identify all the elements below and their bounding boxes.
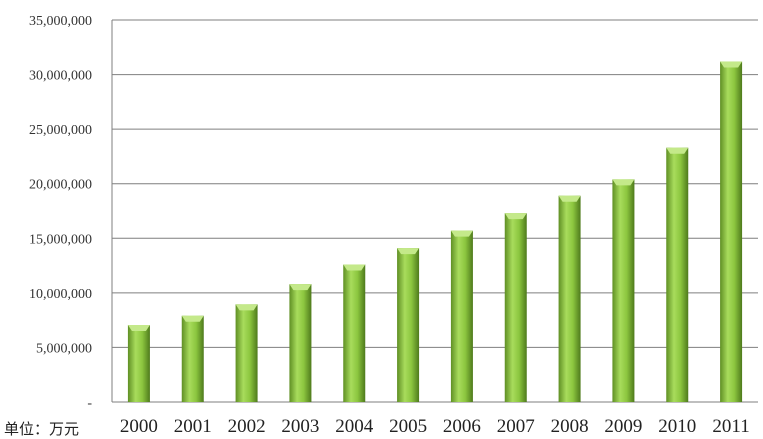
bar-2005 (397, 248, 420, 402)
bar (181, 315, 204, 402)
x-tick-label: 2009 (604, 416, 642, 437)
y-tick-label: 15,000,000 (29, 232, 92, 247)
x-tick-label: 2010 (658, 416, 696, 437)
bar-top-bevel (450, 230, 473, 237)
x-tick-label: 2000 (120, 416, 158, 437)
x-axis-ticks: 2000 2001 2002 2003 2004 2005 2006 2007 2008 2009… (120, 416, 750, 437)
x-tick-label: 2001 (174, 416, 212, 437)
bar-2006 (450, 230, 473, 402)
gridlines (111, 19, 758, 403)
y-tick-label: 25,000,000 (29, 123, 92, 138)
bar-top-bevel (558, 195, 581, 202)
bars (127, 61, 743, 403)
bar-top-bevel (181, 315, 204, 322)
bar-2003 (289, 284, 312, 402)
bar (235, 304, 258, 402)
x-tick-label: 2002 (228, 416, 266, 437)
bar-top-bevel (397, 248, 420, 255)
bar (666, 147, 689, 402)
x-tick-label: 2008 (551, 416, 589, 437)
bar-top-bevel (235, 304, 258, 311)
bar-2004 (343, 264, 366, 402)
bar-2008 (558, 195, 581, 402)
bar-top-bevel (666, 147, 689, 154)
bar-2010 (666, 147, 689, 402)
bar-top-bevel (343, 264, 366, 271)
bar-2007 (504, 213, 527, 402)
bar (612, 179, 635, 402)
x-tick-label: 2007 (497, 416, 535, 437)
y-axis-ticks: - 5,000,000 10,000,000 15,000,000 20,000,000… (29, 14, 92, 411)
bar-2000 (127, 325, 150, 402)
bar-top-bevel (289, 284, 312, 291)
bar (289, 284, 312, 402)
bar (450, 230, 473, 402)
bar-top-bevel (127, 325, 150, 332)
y-tick-label: 20,000,000 (29, 178, 92, 193)
bar (720, 61, 743, 403)
x-tick-label: 2005 (389, 416, 427, 437)
x-tick-label: 2006 (443, 416, 481, 437)
bar (127, 325, 150, 402)
unit-label: 单位：万元 (4, 420, 79, 438)
bar-top-bevel (612, 179, 635, 186)
bar-top-bevel (504, 213, 527, 220)
bar (504, 213, 527, 402)
bar (397, 248, 420, 402)
bar-2001 (181, 315, 204, 402)
bar (343, 264, 366, 402)
y-tick-label: 10,000,000 (29, 287, 92, 302)
y-tick-label: - (87, 396, 92, 411)
y-tick-label: 30,000,000 (29, 69, 92, 84)
bar-2002 (235, 304, 258, 402)
bar-top-bevel (720, 61, 743, 68)
x-tick-label: 2003 (281, 416, 319, 437)
bar-2009 (612, 179, 635, 402)
x-tick-label: 2004 (335, 416, 374, 437)
y-tick-label: 35,000,000 (29, 14, 92, 29)
bar-2011 (720, 61, 743, 403)
bar (558, 195, 581, 402)
y-tick-label: 5,000,000 (36, 341, 92, 356)
x-tick-label: 2011 (712, 416, 749, 437)
